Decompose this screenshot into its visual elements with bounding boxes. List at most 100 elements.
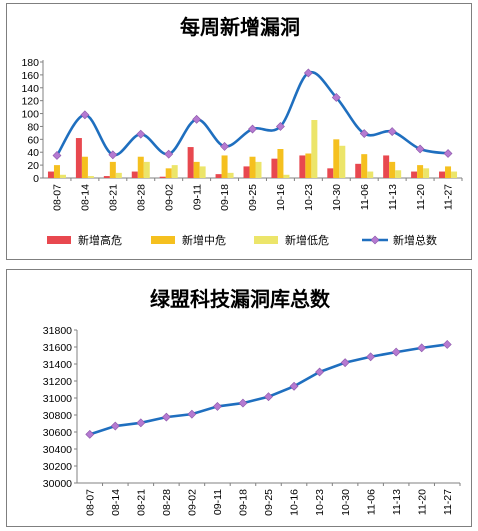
x-tick-label: 08-21	[108, 184, 120, 211]
bar-1-3	[137, 156, 144, 178]
line-point-7	[248, 124, 257, 134]
legend-label-0: 新增高危	[78, 233, 122, 247]
x-tick-label: 08-14	[80, 184, 92, 211]
y-tick-label: 30600	[43, 427, 72, 439]
bar-2-1	[87, 176, 94, 178]
legend-label-3: 新增总数	[393, 233, 437, 247]
legend-swatch-2	[254, 236, 278, 244]
legend-label-2: 新增低危	[285, 233, 329, 247]
line-point-12	[387, 127, 397, 137]
bar-1-10	[333, 139, 340, 178]
x-tick-label: 08-07	[52, 184, 64, 211]
bar-2-14	[451, 171, 458, 178]
line-point-12	[391, 347, 401, 357]
line-point-14	[443, 149, 453, 158]
line-point-9	[315, 367, 324, 377]
x-tick-label: 10-30	[340, 489, 352, 516]
bar-1-0	[53, 165, 60, 178]
bar-1-1	[81, 156, 88, 178]
x-tick-label: 10-23	[303, 184, 315, 211]
bar-1-7	[249, 156, 256, 178]
x-tick-label: 10-16	[289, 489, 301, 516]
y-tick-label: 120	[21, 96, 39, 108]
bar-2-4	[171, 165, 178, 178]
bar-2-7	[255, 161, 262, 178]
x-tick-label: 08-28	[135, 184, 147, 211]
vuln-db-total-chart-panel: 绿盟科技漏洞库总数 30000 30200 30400 30600 30800 31000 3…	[6, 269, 472, 527]
bar-1-9	[305, 153, 312, 178]
bar-1-13	[417, 165, 424, 178]
bar-1-6	[221, 155, 228, 178]
line-point-2	[136, 418, 146, 428]
line-point-5	[192, 114, 202, 124]
series-line-3	[55, 70, 449, 157]
bar-2-0	[59, 174, 66, 178]
x-tick-label: 08-14	[110, 489, 122, 516]
bar-0-6	[215, 174, 222, 178]
line-point-4	[164, 149, 174, 159]
line-point-14	[442, 340, 452, 349]
bar-0-7	[243, 166, 250, 178]
bar-0-1	[75, 138, 82, 178]
bar-1-5	[193, 161, 200, 178]
y-tick-label: 0	[33, 173, 39, 185]
bar-1-2	[109, 161, 116, 178]
chart-title: 每周新增漏洞	[180, 15, 300, 39]
y-tick-label: 20	[27, 160, 39, 172]
y-tick-label: 30200	[43, 461, 72, 473]
bar-1-12	[389, 161, 396, 178]
line-point-10	[331, 93, 341, 102]
weekly-new-vulns-chart-panel: 每周新增漏洞 0 20 40 60 80 100 120 140 160 180 08-07 08-14…	[6, 3, 472, 260]
y-tick-label: 31600	[43, 342, 72, 354]
y-tick-label: 31000	[43, 393, 72, 405]
line-point-7	[264, 392, 273, 402]
y-tick-label: 31200	[43, 376, 72, 388]
bar-0-3	[131, 171, 138, 178]
x-tick-label: 09-18	[238, 489, 250, 516]
x-tick-label: 11-20	[415, 184, 427, 210]
line-point-0	[52, 151, 62, 160]
bar-0-8	[271, 158, 278, 178]
legend-swatch-0	[47, 236, 71, 244]
x-tick-label: 11-13	[387, 184, 399, 210]
y-tick-label: 140	[21, 83, 39, 95]
y-tick-label: 31800	[43, 325, 72, 337]
x-tick-label: 10-16	[275, 184, 287, 211]
vuln-db-total-chart: 绿盟科技漏洞库总数 30000 30200 30400 30600 30800 31000 3…	[43, 287, 461, 516]
bar-2-8	[283, 174, 290, 178]
x-tick-label: 08-07	[84, 489, 96, 516]
bar-1-4	[165, 168, 172, 178]
legend-swatch-1	[151, 236, 175, 244]
line-point-9	[303, 68, 313, 78]
y-tick-label: 30400	[43, 444, 72, 456]
legend-marker-3	[370, 235, 380, 245]
bar-2-6	[227, 172, 234, 178]
y-tick-label: 180	[21, 57, 39, 69]
line-point-13	[415, 144, 425, 154]
line-point-3	[161, 412, 171, 422]
line-point-8	[276, 122, 285, 131]
y-tick-label: 30000	[43, 478, 72, 490]
bar-2-9	[311, 120, 318, 178]
x-tick-label: 11-06	[359, 184, 371, 210]
x-tick-label: 11-13	[391, 489, 403, 515]
line-point-0	[85, 429, 95, 439]
line-point-11	[359, 129, 369, 138]
bar-2-11	[367, 171, 374, 178]
bar-2-5	[199, 166, 206, 178]
bar-0-11	[355, 163, 362, 178]
bar-0-13	[411, 171, 418, 178]
x-tick-label: 11-06	[365, 489, 377, 515]
y-tick-label: 80	[27, 121, 39, 133]
x-tick-label: 11-20	[416, 489, 428, 515]
x-tick-label: 09-02	[163, 184, 175, 211]
x-tick-label: 08-21	[136, 489, 148, 516]
x-tick-label: 11-27	[443, 184, 455, 210]
x-tick-label: 09-11	[212, 489, 224, 515]
x-tick-label: 09-18	[219, 184, 231, 211]
legend-label-1: 新增中危	[182, 233, 226, 247]
bar-0-4	[159, 176, 166, 178]
line-point-4	[187, 409, 197, 419]
bar-2-10	[339, 145, 346, 178]
line-point-13	[417, 343, 427, 353]
